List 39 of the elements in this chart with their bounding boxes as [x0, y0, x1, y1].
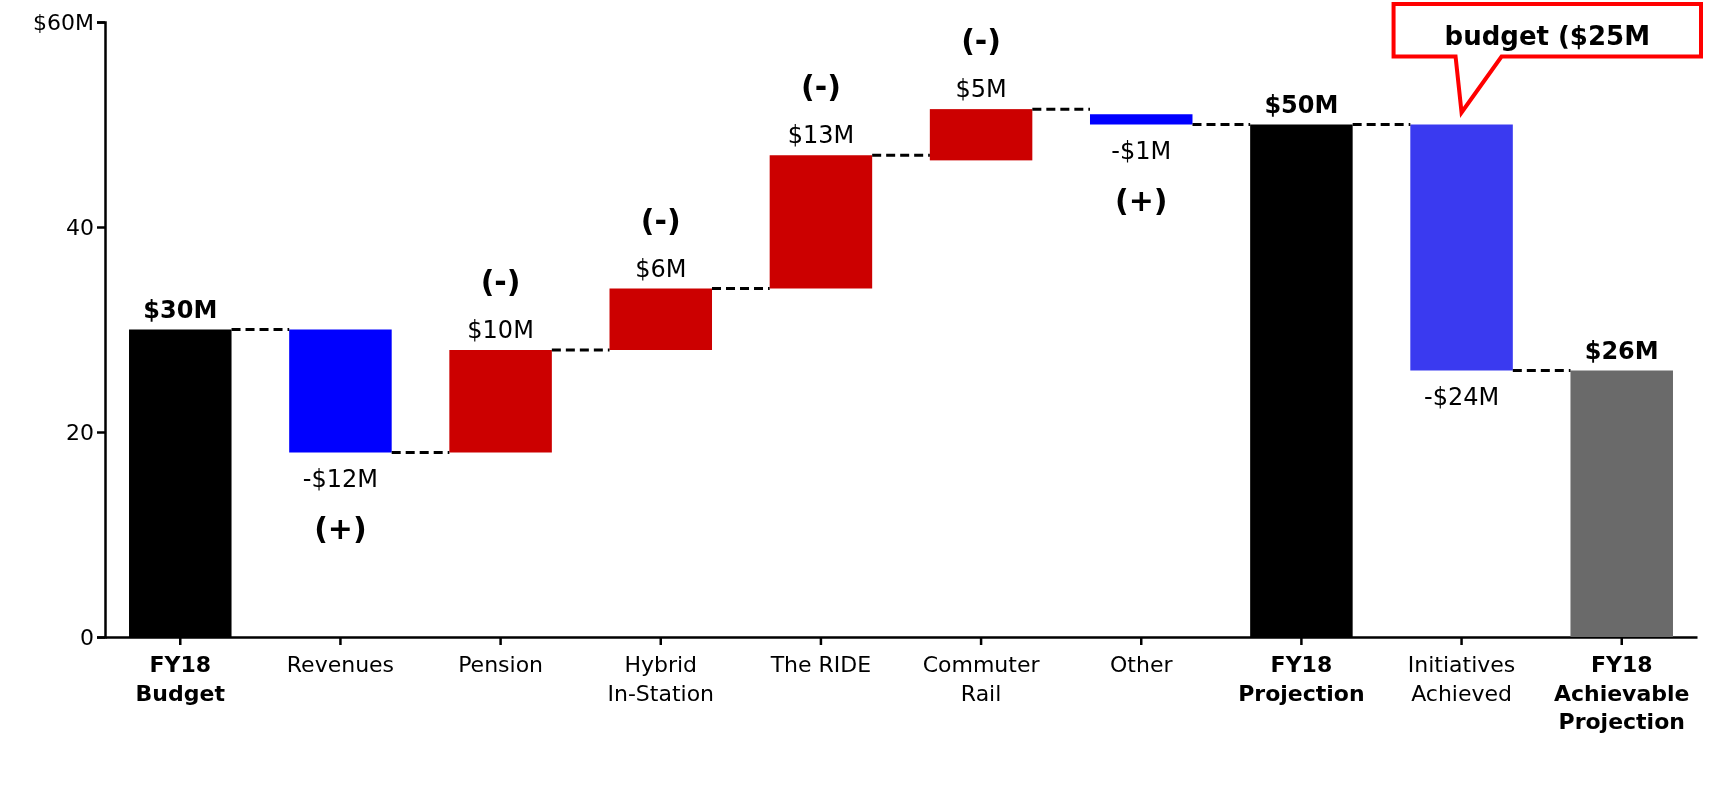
y-tick-label: 0	[80, 624, 94, 650]
x-tick-label: The RIDE	[769, 652, 872, 678]
bar	[1089, 114, 1193, 125]
annotation: budget ($25M	[1444, 20, 1651, 51]
y-tick-label: $60M	[33, 9, 94, 35]
bar	[609, 288, 713, 350]
bar	[1410, 124, 1513, 371]
annotation: (-)	[961, 23, 1002, 59]
annotation: (-)	[480, 264, 521, 299]
x-tick-label: Hybrid In-Station	[607, 652, 715, 706]
annotation: (-)	[640, 202, 681, 238]
data-label: -$12M	[302, 464, 379, 493]
data-label: $6M	[635, 254, 687, 283]
x-tick-label: FY18 Achievable Projection	[1553, 652, 1690, 735]
data-label: -$24M	[1423, 382, 1500, 411]
bar	[769, 155, 873, 289]
x-tick-label: Commuter Rail	[922, 652, 1041, 706]
x-tick-label: Other	[1110, 652, 1174, 678]
x-tick-label: Revenues	[286, 652, 395, 678]
data-label: $13M	[787, 121, 855, 150]
x-tick-label: Pension	[458, 652, 544, 678]
bar	[929, 109, 1033, 161]
x-tick-label: FY18 Budget	[135, 652, 226, 706]
x-tick-label: FY18 Projection	[1238, 652, 1365, 706]
y-tick-label: 40	[66, 214, 94, 240]
data-label: $5M	[955, 75, 1007, 104]
annotation: (+)	[314, 510, 367, 546]
x-tick-label: Initiatives Achieved	[1407, 652, 1516, 706]
bar	[1570, 370, 1673, 637]
annotation: (-)	[800, 69, 841, 105]
y-tick-label: 20	[66, 419, 94, 445]
bar	[449, 350, 552, 453]
data-label: $10M	[467, 316, 534, 344]
data-label: $26M	[1584, 336, 1659, 365]
annotation: (+)	[1114, 182, 1168, 218]
data-label: $50M	[1264, 90, 1339, 119]
data-label: -$1M	[1111, 136, 1172, 165]
data-label: $30M	[143, 295, 218, 324]
bar	[289, 329, 392, 453]
